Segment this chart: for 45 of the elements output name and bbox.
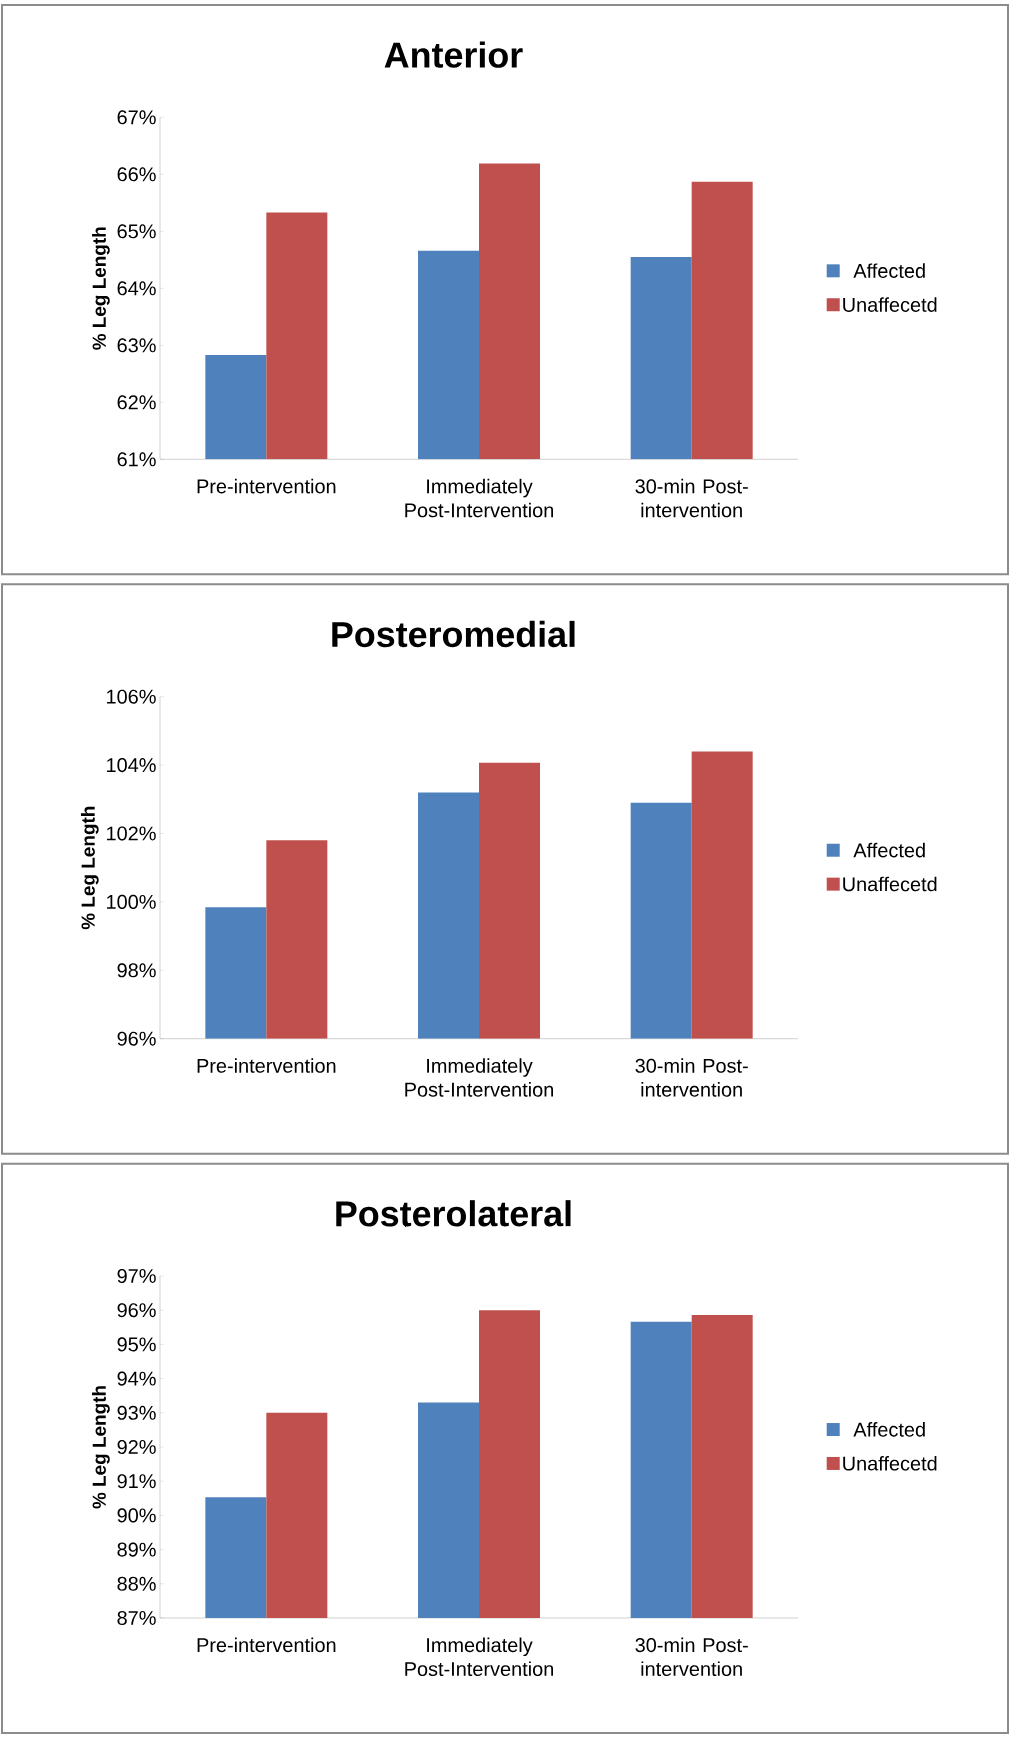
chart-title: Anterior	[384, 41, 523, 68]
y-tick-label: 104%	[107, 758, 156, 773]
x-tick-label: Pre-intervention	[197, 1637, 336, 1653]
x-tick-label: 30-min Post-intervention	[635, 478, 748, 518]
x-tick-label: Immediately Post-Intervention	[405, 1058, 554, 1097]
y-tick-label: 93%	[117, 1405, 156, 1420]
y-axis-title: % Leg Length	[80, 806, 99, 930]
x-tick-label: 30-min Post-intervention	[635, 1637, 748, 1677]
y-tick-label: 66%	[117, 167, 156, 182]
y-tick-label: 96%	[117, 1303, 156, 1318]
y-tick-label: 95%	[117, 1337, 156, 1352]
legend-label: Affected	[853, 842, 925, 858]
chart-title: Posterolateral	[336, 1200, 571, 1227]
y-tick-label: 91%	[117, 1474, 156, 1489]
legend-label: Affected	[853, 263, 925, 278]
x-tick-label: Pre-intervention	[197, 1058, 336, 1073]
y-tick-label: 98%	[117, 963, 156, 978]
y-axis-title: % Leg Length	[92, 1386, 110, 1509]
legend-label: Unaffecetd	[843, 297, 937, 312]
chart-title: Posteromedial	[332, 620, 575, 648]
y-tick-label: 62%	[117, 395, 156, 410]
y-tick-label: 89%	[117, 1542, 156, 1557]
y-tick-label: 100%	[107, 894, 156, 909]
y-tick-label: 67%	[117, 110, 156, 125]
x-tick-label: 30-min Post-intervention	[635, 1058, 748, 1097]
legend-label: Unaffecetd	[843, 876, 937, 892]
y-tick-label: 96%	[117, 1031, 156, 1046]
y-tick-label: 64%	[117, 281, 156, 296]
y-tick-label: 90%	[117, 1508, 156, 1523]
x-tick-label: Immediately Post-Intervention	[405, 1637, 554, 1677]
y-tick-label: 97%	[117, 1268, 156, 1284]
x-tick-label: Pre-intervention	[197, 478, 336, 494]
y-axis-title: % Leg Length	[92, 227, 110, 350]
y-tick-label: 88%	[117, 1576, 156, 1591]
y-tick-label: 102%	[107, 826, 156, 841]
y-tick-label: 106%	[107, 689, 156, 704]
y-tick-label: 94%	[117, 1371, 156, 1386]
y-tick-label: 65%	[117, 224, 156, 239]
y-tick-label: 63%	[117, 338, 156, 353]
legend-label: Affected	[853, 1422, 925, 1437]
x-tick-label: Immediately Post-Intervention	[405, 478, 554, 518]
legend-label: Unaffecetd	[843, 1455, 937, 1471]
y-tick-label: 61%	[117, 452, 156, 467]
y-tick-label: 87%	[117, 1610, 156, 1626]
y-tick-label: 92%	[117, 1439, 156, 1455]
